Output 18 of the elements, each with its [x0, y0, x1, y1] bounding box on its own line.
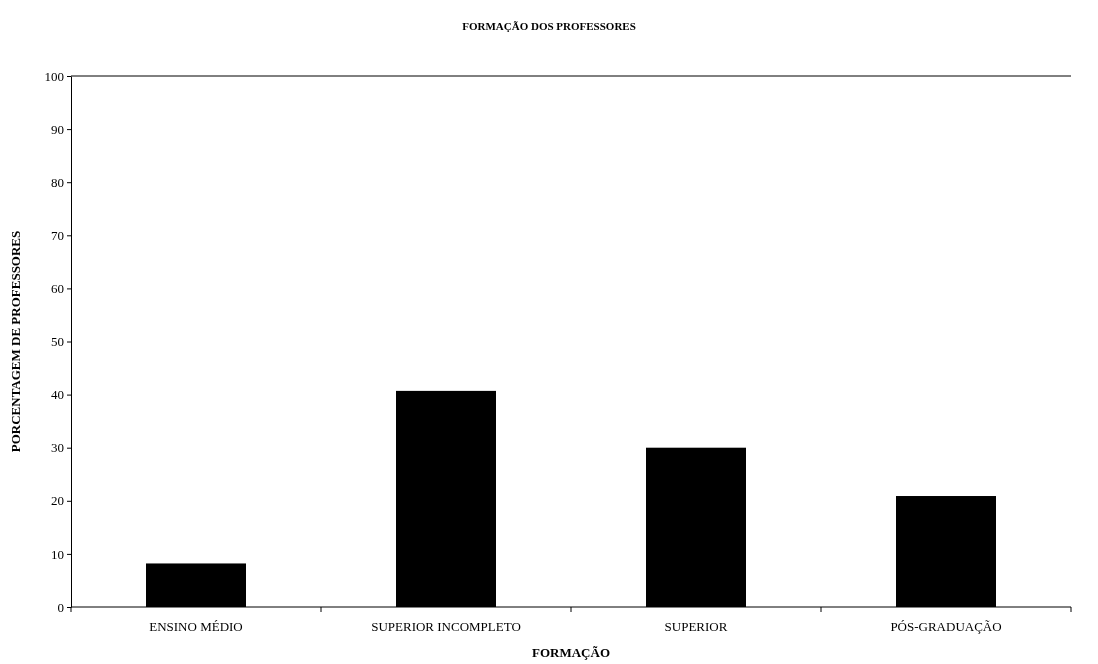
y-tick-label: 80	[51, 174, 64, 190]
y-tick-label: 20	[51, 493, 64, 509]
chart-title: FORMAÇÃO DOS PROFESSORES	[462, 20, 636, 32]
y-tick-label: 0	[57, 599, 64, 615]
y-tick-label: 100	[44, 68, 64, 84]
x-tick-label: SUPERIOR INCOMPLETO	[371, 619, 521, 634]
y-tick-label: 50	[51, 334, 64, 350]
x-tick-label: ENSINO MÉDIO	[149, 619, 243, 634]
x-tick-label: PÓS-GRADUAÇÃO	[890, 619, 1002, 634]
y-tick-label: 70	[51, 227, 64, 243]
y-tick-label: 90	[51, 121, 64, 137]
y-tick-label: 30	[51, 440, 64, 456]
x-axis-title: FORMAÇÃO	[532, 645, 610, 660]
y-axis-title: PORCENTAGEM DE PROFESSORES	[8, 230, 23, 453]
y-tick-label: 10	[51, 546, 64, 562]
x-tick-label: SUPERIOR	[664, 619, 728, 634]
y-tick-label: 40	[51, 387, 64, 403]
y-tick-label: 60	[51, 281, 64, 297]
